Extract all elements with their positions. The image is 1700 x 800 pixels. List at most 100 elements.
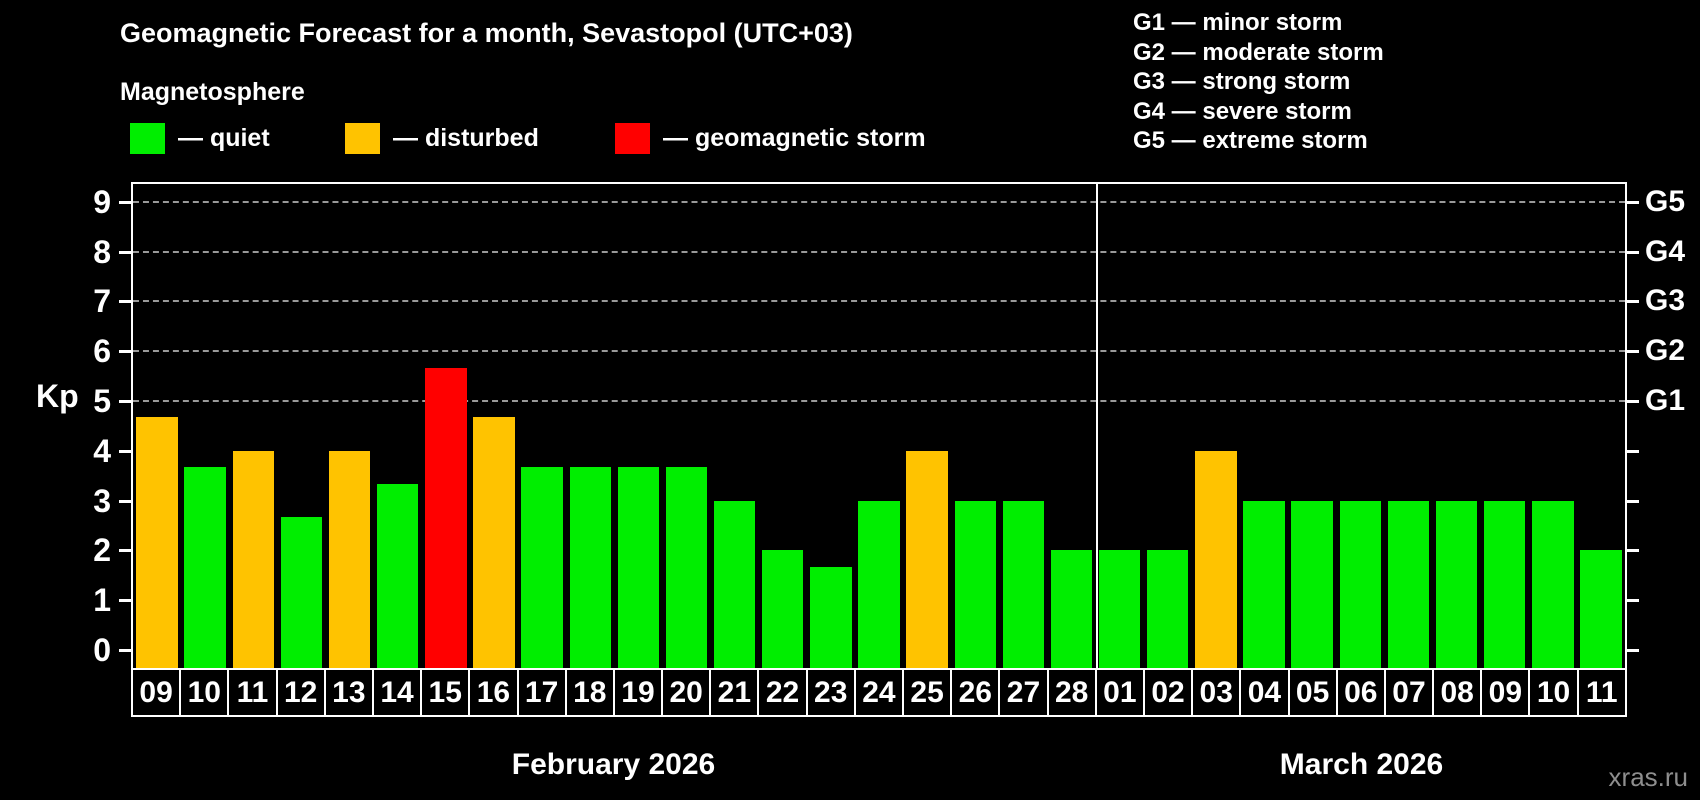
day-cell-07: 07 xyxy=(1383,668,1435,717)
y-tick-label: 6 xyxy=(93,333,111,370)
right-axis-tick xyxy=(1627,250,1639,254)
kp-bar-day-11 xyxy=(1580,550,1622,668)
day-cell-15: 15 xyxy=(420,668,471,717)
kp-bar-day-03 xyxy=(1195,450,1237,668)
kp-bar-day-12 xyxy=(280,517,323,668)
kp-bar-day-04 xyxy=(1243,500,1285,668)
left-axis-tick xyxy=(119,449,131,453)
day-cell-05: 05 xyxy=(1287,668,1338,717)
page-title: Geomagnetic Forecast for a month, Sevast… xyxy=(120,18,853,48)
day-cell-02: 02 xyxy=(1142,668,1194,717)
y-axis-title: Kp xyxy=(36,378,79,414)
right-axis-tick xyxy=(1627,549,1639,553)
legend-item-disturbed: — disturbed xyxy=(345,121,539,155)
g-tick-label-g5: G5 xyxy=(1645,184,1686,218)
day-cell-22: 22 xyxy=(757,668,808,717)
y-tick-label: 7 xyxy=(93,283,111,320)
kp-bar-day-27 xyxy=(1002,500,1045,668)
kp-bar-day-17 xyxy=(521,467,563,668)
left-axis-tick xyxy=(119,599,131,603)
right-axis-tick xyxy=(1627,499,1639,503)
kp-bar-day-22 xyxy=(762,550,804,668)
left-axis-tick xyxy=(119,300,131,304)
right-axis-tick xyxy=(1627,350,1639,354)
day-cell-06: 06 xyxy=(1335,668,1386,717)
kp-bar-day-01 xyxy=(1098,550,1141,668)
kp-bar-day-06 xyxy=(1339,500,1381,668)
day-cell-28: 28 xyxy=(1046,668,1097,717)
kp-bar-day-09 xyxy=(136,417,178,668)
kp-bar-day-13 xyxy=(328,450,371,668)
kp-bar-day-21 xyxy=(713,500,756,668)
y-tick-label: 0 xyxy=(93,632,111,668)
kp-bar-day-02 xyxy=(1147,550,1189,668)
left-axis-tick xyxy=(119,350,131,354)
day-cell-10: 10 xyxy=(1528,668,1579,717)
day-cell-03: 03 xyxy=(1191,668,1242,717)
month-label-march: March 2026 xyxy=(1279,748,1444,781)
g-tick-label-g4: G4 xyxy=(1645,234,1686,268)
g1-legend-line: G1 — minor storm xyxy=(1133,9,1343,36)
right-axis-tick xyxy=(1627,649,1639,652)
kp-bar-day-14 xyxy=(377,484,419,668)
right-axis-tick xyxy=(1627,300,1639,304)
day-cell-23: 23 xyxy=(805,668,856,717)
kp-bar-day-23 xyxy=(810,566,852,668)
y-tick-label: 8 xyxy=(93,233,111,270)
day-cell-08: 08 xyxy=(1432,668,1483,717)
kp-bar-day-10 xyxy=(184,467,226,668)
kp-bar-day-20 xyxy=(665,467,708,668)
left-axis-tick xyxy=(119,549,131,553)
plot-area: 0 1 2 3 4 5 G1 6 G2 7 G3 8 G4 9 G5 xyxy=(93,182,1685,670)
y-tick-label: 1 xyxy=(93,582,111,619)
day-cell-04: 04 xyxy=(1239,668,1290,717)
left-axis-tick xyxy=(119,200,131,204)
g-tick-label-g3: G3 xyxy=(1645,284,1686,318)
quiet-color-swatch xyxy=(130,122,165,154)
kp-bar-day-26 xyxy=(954,500,996,668)
day-cell-21: 21 xyxy=(709,668,760,717)
day-cell-09: 09 xyxy=(1480,668,1531,717)
y-tick-label: 5 xyxy=(93,383,111,419)
legend-label-quiet: — quiet xyxy=(178,123,270,152)
gridline-kp5 xyxy=(133,400,1625,402)
chart-subtitle: Magnetosphere xyxy=(120,78,305,106)
kp-bar-day-25 xyxy=(906,450,948,668)
day-cell-17: 17 xyxy=(516,668,567,717)
day-cell-27: 27 xyxy=(998,668,1049,717)
kp-bar-day-15 xyxy=(425,367,467,668)
left-axis-tick xyxy=(119,400,131,403)
kp-bar-day-28 xyxy=(1050,550,1093,668)
y-tick-label: 9 xyxy=(93,183,111,220)
watermark: xras.ru xyxy=(1608,762,1688,792)
kp-bar-day-18 xyxy=(569,467,611,668)
day-cell-10: 10 xyxy=(179,668,230,717)
left-axis-tick xyxy=(119,499,131,503)
day-cell-24: 24 xyxy=(853,668,904,717)
kp-bar-day-08 xyxy=(1435,500,1478,668)
day-cell-19: 19 xyxy=(612,668,664,717)
kp-bar-day-07 xyxy=(1387,500,1430,668)
kp-bar-day-19 xyxy=(617,467,660,668)
x-axis-day-row: 09 10 11 12 13 14 15 16 17 18 19 20 21 22 23 24 25 26 27 28… xyxy=(131,668,1627,717)
y-tick-label: 2 xyxy=(93,532,111,569)
kp-bar-day-05 xyxy=(1291,500,1333,668)
g-scale-legend: G1 — minor storm G2 — moderate storm G3 … xyxy=(1133,8,1384,156)
storm-color-swatch xyxy=(615,122,650,154)
g4-legend-line: G4 — severe storm xyxy=(1133,97,1352,125)
day-cell-12: 12 xyxy=(275,668,326,717)
left-axis-tick xyxy=(119,649,131,652)
day-cell-11: 11 xyxy=(1576,668,1627,717)
right-axis-tick xyxy=(1627,449,1639,453)
day-cell-25: 25 xyxy=(902,668,953,717)
legend-label-storm: — geomagnetic storm xyxy=(663,123,926,152)
day-cell-26: 26 xyxy=(950,668,1001,717)
legend-item-storm: — geomagnetic storm xyxy=(615,121,926,155)
g-tick-label-g1: G1 xyxy=(1645,384,1686,417)
month-label-february: February 2026 xyxy=(511,748,716,781)
gridline-kp9 xyxy=(133,200,1625,203)
legend-item-quiet: — quiet xyxy=(130,121,270,155)
gridline-kp8 xyxy=(133,250,1625,253)
day-cell-13: 13 xyxy=(323,668,374,717)
legend-label-disturbed: — disturbed xyxy=(393,123,539,152)
